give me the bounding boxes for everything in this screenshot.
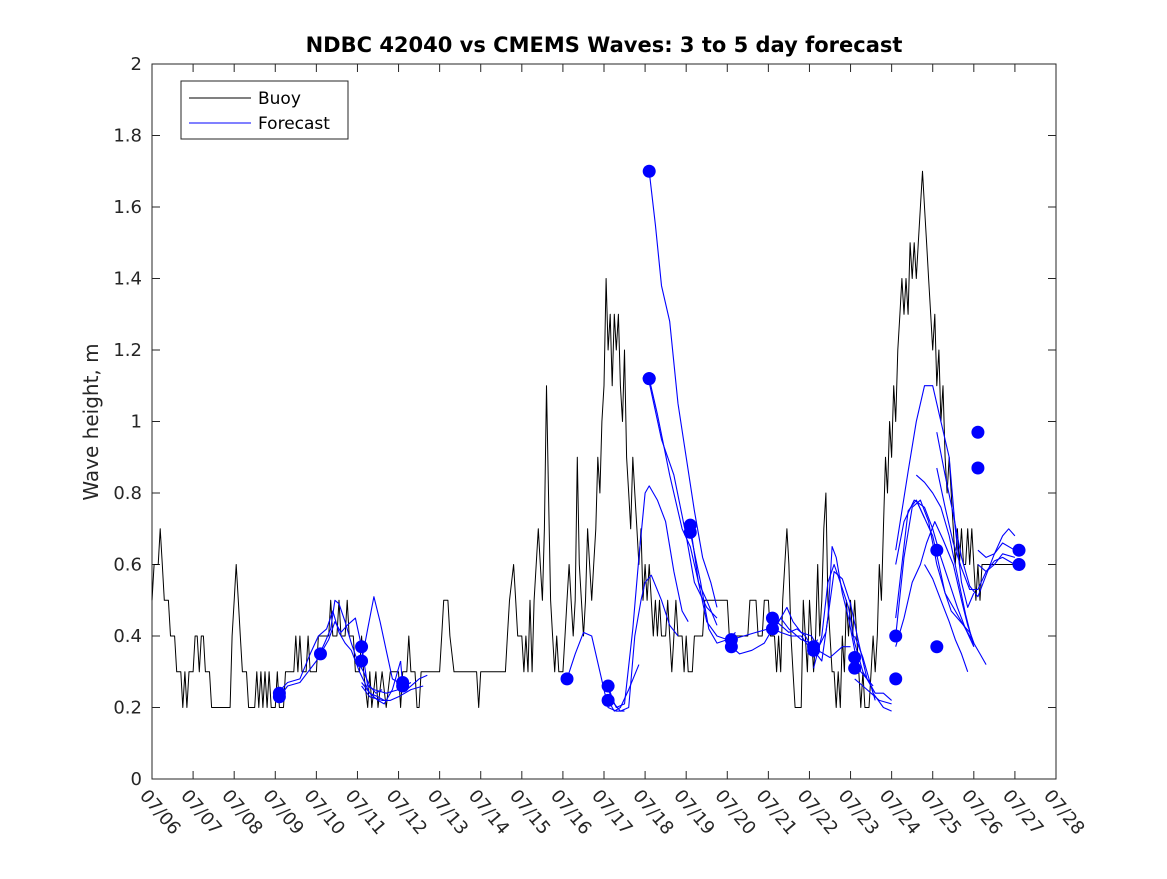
forecast-series-line (276, 610, 385, 701)
forecast-series-line (924, 564, 969, 672)
x-tick-label: 07/19 (669, 786, 718, 839)
y-tick-label: 0.2 (113, 698, 142, 719)
x-tick-label: 07/28 (1039, 786, 1088, 839)
forecast-series-line (895, 385, 975, 608)
x-tick-label: 07/26 (957, 786, 1006, 839)
legend-box (180, 80, 349, 140)
forecast-series-line (361, 685, 424, 701)
forecast-marker (848, 650, 862, 664)
y-tick-label: 0 (131, 769, 142, 790)
forecast-series-line (936, 432, 1016, 598)
forecast-series-line (854, 635, 892, 712)
x-tick-label: 07/11 (341, 786, 390, 839)
forecast-marker (272, 686, 286, 700)
x-tick-label: 07/24 (875, 786, 924, 839)
y-tick-label: 1.2 (113, 340, 142, 361)
forecast-marker (889, 629, 903, 643)
x-tick-label: 07/13 (423, 786, 472, 839)
x-tick-label: 07/07 (176, 786, 225, 839)
forecast-marker (642, 372, 656, 386)
forecast-series-line (895, 499, 975, 644)
x-tick-label: 07/10 (300, 786, 349, 839)
forecast-marker (971, 425, 985, 439)
forecast-marker (396, 679, 410, 693)
forecast-series-line (895, 521, 975, 647)
forecast-marker (560, 672, 574, 686)
forecast-series-line (854, 678, 892, 705)
forecast-marker (355, 640, 369, 654)
forecast-marker (683, 525, 697, 539)
forecast-marker (642, 164, 656, 178)
forecast-series-line (731, 606, 819, 647)
forecast-marker (765, 611, 779, 625)
chart-title: NDBC 42040 vs CMEMS Waves: 3 to 5 day fo… (306, 33, 903, 57)
x-tick-label: 07/25 (916, 786, 965, 839)
x-tick-label: 07/15 (505, 786, 554, 839)
x-tick-label: 07/21 (752, 786, 801, 839)
y-tick-label: 1.8 (113, 126, 142, 147)
y-tick-label: 1 (131, 412, 142, 433)
forecast-series-line (648, 171, 718, 608)
x-tick-label: 07/27 (998, 786, 1047, 839)
y-axis-label: Wave height, m (79, 343, 103, 500)
y-tick-label: 0.4 (113, 626, 142, 647)
x-tick-label: 07/08 (217, 786, 266, 839)
forecast-marker (724, 640, 738, 654)
x-tick-label: 07/20 (710, 786, 759, 839)
forecast-marker (1012, 558, 1026, 571)
forecast-series-line (320, 617, 412, 694)
x-tick-label: 07/17 (587, 786, 636, 839)
forecast-marker (601, 679, 615, 693)
buoy-series-line (151, 170, 1015, 708)
forecast-series-line (731, 617, 818, 655)
y-tick-label: 0.8 (113, 483, 142, 504)
y-tick-label: 1.6 (113, 197, 142, 218)
x-tick-label: 07/14 (464, 786, 513, 839)
plot-area: 00.20.40.60.811.21.41.61.8207/0607/0707/… (113, 54, 1088, 839)
forecast-marker (807, 643, 821, 657)
legend-label: Buoy (258, 89, 301, 109)
x-tick-label: 07/16 (546, 786, 595, 839)
forecast-marker (601, 693, 615, 707)
x-tick-label: 07/22 (793, 786, 842, 839)
x-tick-label: 07/18 (628, 786, 677, 839)
x-tick-label: 07/12 (382, 786, 431, 839)
y-tick-label: 2 (131, 54, 142, 75)
forecast-series-line (813, 571, 892, 701)
forecast-marker (848, 661, 862, 675)
forecast-marker (930, 640, 944, 654)
x-tick-label: 07/23 (834, 786, 883, 839)
forecast-marker (971, 461, 985, 475)
y-tick-label: 0.6 (113, 555, 142, 576)
legend-label: Forecast (258, 114, 330, 134)
forecast-series-line (915, 474, 975, 647)
forecast-marker (1012, 543, 1026, 557)
forecast-series-line (361, 660, 402, 705)
forecast-marker (313, 647, 327, 661)
forecast-marker (889, 672, 903, 686)
forecast-series-line (607, 485, 689, 709)
forecast-series-line (607, 574, 679, 712)
forecast-series-line (607, 664, 640, 712)
forecast-series-line (977, 553, 1016, 573)
forecast-marker (930, 543, 944, 557)
forecast-series-line (977, 528, 1016, 558)
forecast-series-line (895, 499, 975, 647)
x-tick-label: 07/09 (258, 786, 307, 839)
forecast-series-line (361, 596, 428, 691)
forecast-marker (765, 622, 779, 636)
axes-box (151, 63, 1057, 780)
y-tick-label: 1.4 (113, 269, 142, 290)
forecast-marker (355, 654, 369, 668)
x-tick-label: 07/06 (135, 786, 184, 839)
